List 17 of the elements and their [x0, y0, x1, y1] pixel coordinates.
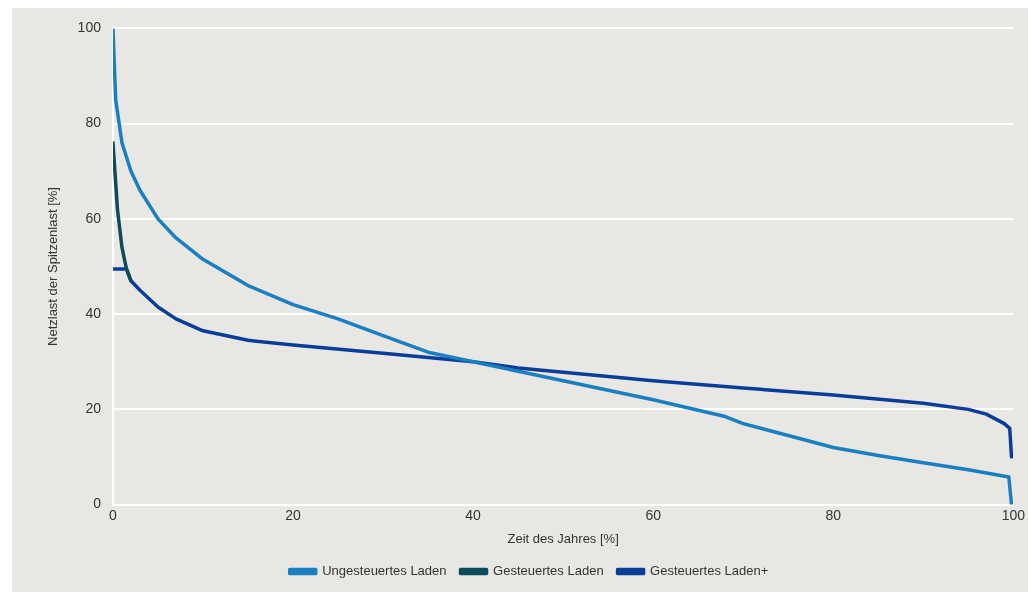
- y-axis-title: Netzlast der Spitzenlast [%]: [45, 187, 61, 346]
- x-tick-label: 100: [1001, 506, 1026, 523]
- legend-label: Gesteuertes Laden: [493, 563, 604, 579]
- x-tick-label: 20: [285, 506, 302, 523]
- y-tick-label: 80: [85, 114, 102, 131]
- x-tick-label: 60: [645, 506, 662, 523]
- x-axis-title: Zeit des Jahres [%]: [507, 530, 619, 546]
- x-tick-label: 0: [109, 506, 118, 523]
- x-tick-label: 40: [465, 506, 482, 523]
- y-tick-label: 40: [85, 304, 102, 321]
- y-tick-label: 60: [85, 209, 102, 226]
- legend-label: Gesteuertes Laden+: [650, 563, 769, 579]
- y-tick-label: 0: [93, 495, 102, 512]
- y-tick-label: 20: [85, 400, 102, 417]
- legend-label: Ungesteuertes Laden: [322, 563, 447, 579]
- x-tick-label: 80: [825, 506, 842, 523]
- y-tick-label: 100: [77, 19, 102, 36]
